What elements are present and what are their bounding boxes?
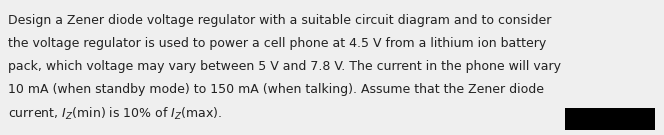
Text: current, $I_Z$(min) is 10% of $I_Z$(max).: current, $I_Z$(min) is 10% of $I_Z$(max)…	[8, 106, 222, 122]
Bar	[565, 108, 655, 130]
Text: pack, which voltage may vary between 5 V and 7.8 V. The current in the phone wil: pack, which voltage may vary between 5 V…	[8, 60, 561, 73]
Text: 10 mA (when standby mode) to 150 mA (when talking). Assume that the Zener diode: 10 mA (when standby mode) to 150 mA (whe…	[8, 83, 544, 96]
Text: Design a Zener diode voltage regulator with a suitable circuit diagram and to co: Design a Zener diode voltage regulator w…	[8, 14, 551, 27]
Text: the voltage regulator is used to power a cell phone at 4.5 V from a lithium ion : the voltage regulator is used to power a…	[8, 37, 546, 50]
